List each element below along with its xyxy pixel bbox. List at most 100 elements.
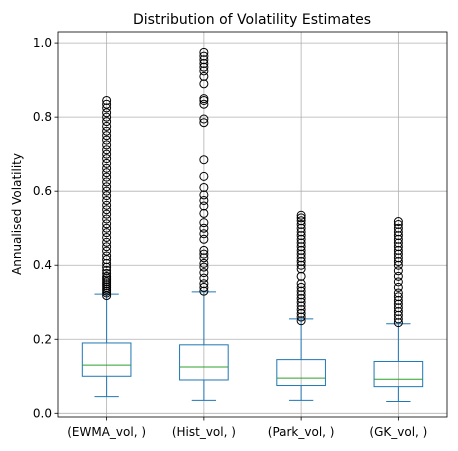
outlier-point xyxy=(102,262,112,272)
outlier-point xyxy=(393,310,403,320)
outlier-point xyxy=(102,163,112,173)
outlier-point xyxy=(102,145,112,155)
outlier-point xyxy=(199,51,209,61)
iqr-box xyxy=(276,359,326,387)
outlier-point xyxy=(393,260,403,270)
outlier-point xyxy=(102,271,112,281)
outlier-point xyxy=(296,282,306,292)
outlier-point xyxy=(393,303,403,313)
y-tick-label: 0.4 xyxy=(33,258,52,272)
outlier-point xyxy=(296,213,306,223)
outlier-point xyxy=(393,220,403,229)
outlier-point xyxy=(102,108,112,118)
outlier-point xyxy=(296,260,306,270)
outlier-point xyxy=(296,234,306,244)
outlier-point xyxy=(102,209,112,219)
outlier-point xyxy=(199,286,209,296)
outlier-point xyxy=(102,223,112,233)
outlier-point xyxy=(102,214,112,224)
outlier-point xyxy=(296,271,306,281)
ticks-layer: 0.0 0.2 0.4 0.6 0.8 1.0 (EWMA_vol, ) (Hist_vol,… xyxy=(33,36,427,439)
outlier-point xyxy=(102,255,112,265)
outlier-point xyxy=(393,242,403,252)
outlier-point xyxy=(199,182,209,192)
outlier-point xyxy=(393,295,403,305)
outlier-point xyxy=(199,234,209,244)
outlier-point xyxy=(296,249,306,259)
outlier-point xyxy=(296,312,306,322)
boxes-layer xyxy=(81,47,424,402)
box-group xyxy=(81,95,132,398)
outlier-point xyxy=(102,219,112,229)
outlier-point xyxy=(102,126,112,136)
outlier-point xyxy=(102,117,112,127)
outlier-point xyxy=(393,292,403,302)
outlier-point xyxy=(296,227,306,237)
outlier-point xyxy=(296,301,306,311)
outlier-point xyxy=(393,288,403,298)
x-tick-label: (Park_vol, ) xyxy=(268,425,335,439)
outlier-point xyxy=(199,118,209,128)
outlier-point xyxy=(102,99,112,109)
outlier-point xyxy=(199,245,209,255)
x-tick-label: (GK_vol, ) xyxy=(369,425,427,439)
outlier-point xyxy=(296,294,306,304)
outlier-point xyxy=(296,220,306,229)
outlier-point xyxy=(393,227,403,237)
outlier-point xyxy=(102,258,112,268)
outlier-point xyxy=(296,257,306,267)
outlier-point xyxy=(102,149,112,159)
outlier-point xyxy=(393,282,403,292)
outlier-point xyxy=(393,318,403,328)
outlier-point xyxy=(102,228,112,238)
outlier-point xyxy=(102,140,112,150)
outlier-point xyxy=(393,231,403,241)
outlier-point xyxy=(296,245,306,255)
outlier-point xyxy=(393,306,403,316)
outlier-point xyxy=(102,205,112,215)
iqr-box xyxy=(373,360,424,388)
box-group xyxy=(179,47,229,401)
outlier-point xyxy=(199,258,209,268)
outlier-point xyxy=(102,251,112,261)
outlier-point xyxy=(393,299,403,309)
y-axis-label: Annualised Volatility xyxy=(10,153,24,275)
y-tick-label: 0.8 xyxy=(33,110,52,124)
outlier-point xyxy=(102,268,112,278)
outlier-point xyxy=(102,182,112,192)
outlier-point xyxy=(102,95,112,105)
chart-title: Distribution of Volatility Estimates xyxy=(133,12,371,28)
outlier-point xyxy=(199,268,209,278)
outlier-point xyxy=(296,231,306,241)
outlier-point xyxy=(296,286,306,296)
outlier-point xyxy=(199,253,209,263)
outlier-point xyxy=(199,66,209,76)
outlier-point xyxy=(393,234,403,244)
outlier-point xyxy=(199,99,209,109)
outlier-point xyxy=(199,79,209,89)
outlier-point xyxy=(102,154,112,164)
outlier-point xyxy=(393,271,403,281)
outlier-point xyxy=(199,201,209,211)
outlier-point xyxy=(199,195,209,205)
outlier-point xyxy=(102,131,112,141)
outlier-point xyxy=(393,266,403,276)
outlier-point xyxy=(199,47,209,57)
outlier-point xyxy=(102,112,112,122)
iqr-box xyxy=(81,342,132,377)
outlier-point xyxy=(296,264,306,274)
outlier-point xyxy=(393,277,403,287)
outlier-point xyxy=(199,190,209,200)
outlier-point xyxy=(296,290,306,300)
outlier-point xyxy=(102,103,112,113)
grid-layer xyxy=(58,32,447,417)
x-tick-label: (Hist_vol, ) xyxy=(172,425,236,439)
outlier-point xyxy=(199,155,209,165)
outlier-point xyxy=(199,273,209,283)
outlier-point xyxy=(393,249,403,259)
outlier-point xyxy=(199,114,209,124)
outlier-point xyxy=(199,249,209,259)
outlier-point xyxy=(296,308,306,318)
outlier-point xyxy=(199,71,209,81)
